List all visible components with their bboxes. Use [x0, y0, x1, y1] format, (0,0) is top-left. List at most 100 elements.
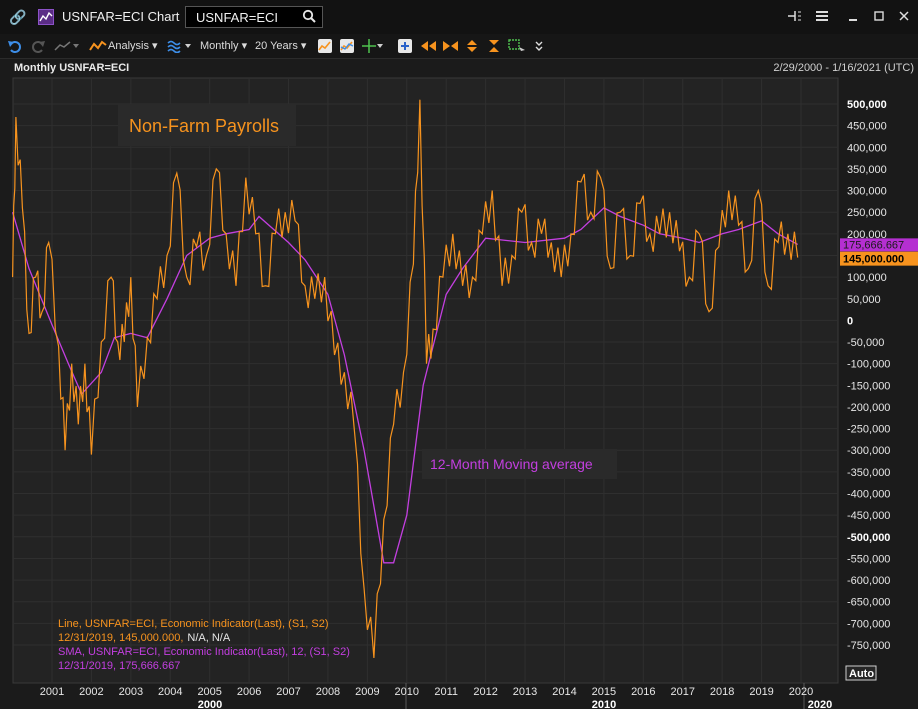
x-tick-label: 2015 [592, 686, 616, 698]
x-major-label: 2000 [198, 699, 222, 709]
legend-sma-title: SMA, USNFAR=ECI, Economic Indicator(Last… [58, 646, 350, 658]
chart-area[interactable]: 500,000 450,000 400,000 350,000 300,000 250,0… [0, 77, 918, 709]
wave-icon[interactable] [167, 39, 193, 54]
y-tick-label: 500,000 [847, 99, 887, 111]
y-tick-label: -650,000 [847, 597, 890, 609]
more-icon[interactable] [534, 39, 544, 53]
x-tick-label: 2019 [749, 686, 773, 698]
add-icon[interactable] [398, 39, 412, 53]
minimize-icon[interactable] [844, 9, 862, 25]
period-dropdown[interactable]: 20 Years ▾ [255, 40, 307, 52]
compare-chart-icon[interactable] [340, 39, 354, 53]
line-chart-icon[interactable] [318, 39, 332, 53]
x-tick-label: 2011 [434, 686, 458, 698]
y-tick-label: 50,000 [847, 294, 881, 306]
legend-line-value: 12/31/2019, 145,000.000, [58, 632, 183, 644]
x-tick-label: 2018 [710, 686, 734, 698]
chart-legend: Line, USNFAR=ECI, Economic Indicator(Las… [58, 618, 350, 672]
x-major-label: 2010 [592, 699, 616, 709]
y-tick-label: -200,000 [847, 402, 890, 414]
chart-header: Monthly USNFAR=ECI 2/29/2000 - 1/16/2021… [0, 59, 918, 77]
x-tick-label: 2009 [355, 686, 379, 698]
y-tick-label: -700,000 [847, 618, 890, 630]
annotation-nonfarm-text: Non-Farm Payrolls [129, 116, 279, 136]
crosshair-icon[interactable] [362, 39, 384, 53]
y-tick-label: 0 [847, 315, 853, 327]
last-value-line: 145,000.000 [840, 251, 918, 266]
app-title: USNFAR=ECI Chart [62, 9, 180, 24]
auto-scale-button[interactable]: Auto [845, 665, 877, 681]
y-tick-label: -750,000 [847, 640, 890, 652]
pin-icon[interactable] [785, 9, 803, 25]
x-tick-label: 2001 [40, 686, 64, 698]
fit-icon[interactable] [487, 39, 501, 53]
y-tick-label: -400,000 [847, 489, 890, 501]
annotation-moving-average: 12-Month Moving average [422, 449, 617, 479]
scroll-left-icon[interactable] [420, 39, 438, 53]
y-tick-label: 400,000 [847, 142, 887, 154]
annotation-moving-average-text: 12-Month Moving average [430, 456, 593, 472]
x-tick-label: 2017 [670, 686, 694, 698]
last-value-line-text: 145,000.000 [843, 254, 904, 266]
interval-dropdown[interactable]: Monthly ▾ [200, 40, 248, 52]
link-icon[interactable]: 🔗 [9, 9, 27, 25]
y-tick-label: -150,000 [847, 380, 890, 392]
analysis-dropdown[interactable]: Analysis ▾ [108, 40, 158, 52]
x-tick-label: 2006 [237, 686, 261, 698]
analysis-icon[interactable] [89, 39, 107, 53]
scroll-right-icon[interactable] [442, 39, 460, 53]
undo-icon[interactable] [7, 39, 23, 53]
x-tick-label: 2016 [631, 686, 655, 698]
y-tick-label: -100,000 [847, 359, 890, 371]
y-tick-label: 100,000 [847, 272, 887, 284]
x-tick-label: 2003 [119, 686, 143, 698]
y-tick-label: -550,000 [847, 553, 890, 565]
plot-area[interactable] [12, 77, 839, 684]
chart-app-icon [38, 9, 54, 25]
y-tick-label: -50,000 [847, 337, 884, 349]
redo-icon[interactable] [30, 39, 46, 53]
y-tick-label: -500,000 [847, 532, 890, 544]
x-tick-label: 2013 [513, 686, 537, 698]
select-icon[interactable] [508, 39, 526, 53]
x-tick-label: 2008 [316, 686, 340, 698]
y-tick-label: 250,000 [847, 207, 887, 219]
y-tick-label: 200,000 [847, 229, 887, 241]
maximize-icon[interactable] [870, 9, 888, 25]
search-icon[interactable] [302, 9, 316, 23]
last-value-sma-text: 175,666.667 [843, 239, 904, 251]
zoom-icon[interactable] [465, 39, 479, 53]
sma-series-line [11, 207, 799, 564]
chart-title: Monthly USNFAR=ECI [14, 62, 130, 74]
x-tick-label: 2014 [552, 686, 576, 698]
period-label[interactable]: 20 Years [255, 40, 298, 52]
line-style-icon[interactable] [54, 39, 80, 53]
x-tick-label: 2005 [197, 686, 221, 698]
x-tick-label: 2007 [276, 686, 300, 698]
y-tick-label: 300,000 [847, 186, 887, 198]
close-icon[interactable] [895, 9, 913, 25]
y-tick-label: 350,000 [847, 164, 887, 176]
ric-search-value[interactable]: USNFAR=ECI [196, 10, 278, 25]
analysis-label[interactable]: Analysis [108, 40, 149, 52]
last-value-sma: 175,666.667 [840, 238, 918, 252]
y-tick-label: -600,000 [847, 575, 890, 587]
y-tick-label: -250,000 [847, 424, 890, 436]
x-tick-label: 2004 [158, 686, 182, 698]
x-tick-label: 2002 [79, 686, 103, 698]
legend-line-value-row: 12/31/2019, 145,000.000, N/A, N/A [58, 632, 231, 644]
chart-toolbar: Analysis ▾ Monthly ▾ 20 Years ▾ [0, 34, 918, 59]
interval-label[interactable]: Monthly [200, 40, 239, 52]
x-tick-label: 2010 [395, 686, 419, 698]
legend-line-value-extra: N/A, N/A [187, 632, 230, 644]
title-bar: 🔗 USNFAR=ECI Chart USNFAR=ECI [0, 0, 918, 35]
menu-icon[interactable] [813, 9, 831, 25]
y-tick-label: -300,000 [847, 445, 890, 457]
auto-scale-label[interactable]: Auto [849, 668, 874, 680]
y-tick-label: -350,000 [847, 467, 890, 479]
chart-date-range: 2/29/2000 - 1/16/2021 (UTC) [773, 62, 914, 74]
y-tick-label: 450,000 [847, 121, 887, 133]
ric-search-input[interactable]: USNFAR=ECI [185, 6, 323, 28]
legend-sma-value: 12/31/2019, 175,666.667 [58, 660, 180, 672]
x-major-label: 2020 [808, 699, 832, 709]
